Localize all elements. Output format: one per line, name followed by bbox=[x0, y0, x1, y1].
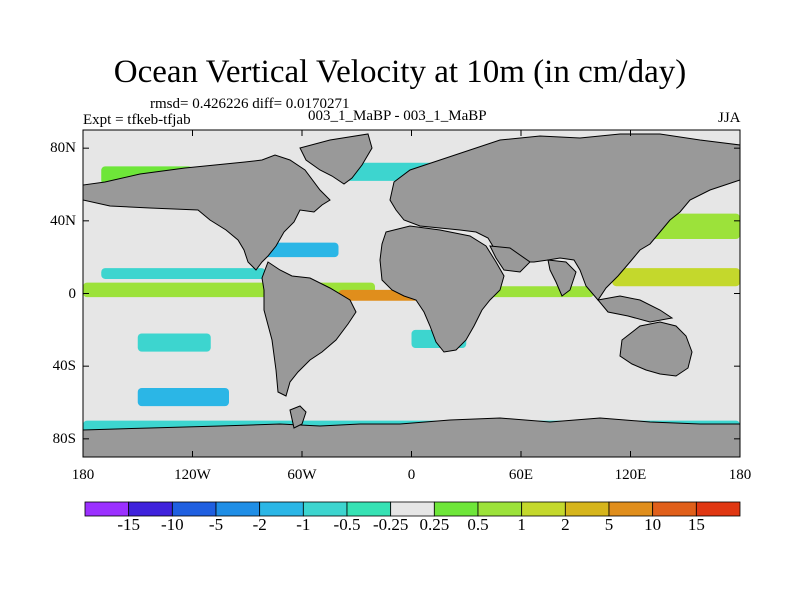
lat-tick-label: 80S bbox=[52, 430, 76, 447]
stats-line: rmsd= 0.426226 diff= 0.0170271 bbox=[150, 96, 350, 112]
colorbar-label: -10 bbox=[160, 515, 184, 534]
lon-tick-label: 180 bbox=[728, 467, 752, 483]
experiment-label: Expt = tfkeb-tfjab bbox=[83, 112, 191, 128]
land-greenland bbox=[299, 133, 373, 185]
colorbar bbox=[84, 501, 741, 517]
lon-tick-label: 60W bbox=[287, 467, 317, 483]
map-title: Ocean Vertical Velocity at 10m (in cm/da… bbox=[113, 54, 687, 90]
colorbar-swatch bbox=[346, 501, 392, 517]
land-eurasia bbox=[389, 133, 741, 301]
colorbar-swatch bbox=[84, 501, 130, 517]
comparison-label: 003_1_MaBP - 003_1_MaBP bbox=[308, 108, 487, 124]
lon-tick-label: 0 bbox=[407, 467, 416, 483]
axis-ticks bbox=[82, 130, 741, 457]
field-band bbox=[612, 268, 740, 287]
colorbar-swatch bbox=[433, 501, 479, 517]
lon-tick-label: 120E bbox=[614, 467, 647, 483]
colorbar-label: 15 bbox=[687, 515, 705, 534]
lon-tick-label: 120W bbox=[174, 467, 211, 483]
colorbar-label: -15 bbox=[117, 515, 140, 534]
land-south-america bbox=[261, 261, 357, 397]
colorbar-swatch bbox=[128, 501, 173, 517]
land-arabia-india bbox=[489, 245, 531, 273]
colorbar-swatch bbox=[171, 501, 217, 517]
colorbar-swatch bbox=[302, 501, 348, 517]
colorbar-label: 10 bbox=[644, 515, 662, 534]
land-mask bbox=[82, 133, 741, 458]
season-label: JJA bbox=[718, 110, 741, 126]
colorbar-swatch bbox=[652, 501, 697, 517]
lat-tick-label: 40N bbox=[50, 212, 76, 229]
colorbar-label: 1 bbox=[517, 515, 526, 534]
land-australia bbox=[619, 321, 693, 377]
lat-tick-label: 0 bbox=[68, 285, 77, 302]
field-band bbox=[137, 387, 229, 407]
colorbar-swatch bbox=[215, 501, 261, 517]
colorbar-label: -1 bbox=[296, 515, 311, 534]
land-india bbox=[547, 259, 577, 297]
land-africa bbox=[379, 225, 505, 353]
field-band bbox=[137, 333, 211, 352]
colorbar-swatch bbox=[564, 501, 610, 517]
colorbar-swatch bbox=[259, 501, 304, 517]
colorbar-label: 2 bbox=[561, 515, 570, 534]
lat-tick-label: 40S bbox=[52, 358, 76, 375]
field-band bbox=[101, 268, 266, 279]
lon-tick-label: 180 bbox=[71, 467, 95, 483]
colorbar-label: -0.25 bbox=[372, 515, 409, 534]
colorbar-label: 0.5 bbox=[467, 515, 489, 534]
land-indonesia bbox=[597, 295, 674, 323]
land-north-america bbox=[82, 154, 331, 271]
colorbar-swatch bbox=[608, 501, 654, 517]
lon-tick-label: 60E bbox=[508, 467, 534, 483]
colorbar-swatch bbox=[477, 501, 523, 517]
colorbar-swatch bbox=[695, 501, 741, 517]
colorbar-label: -2 bbox=[252, 515, 267, 534]
colorbar-label: 5 bbox=[604, 515, 614, 534]
lat-tick-label: 80N bbox=[50, 140, 76, 157]
colorbar-label: 0.25 bbox=[419, 515, 450, 534]
colorbar-label: -0.5 bbox=[333, 515, 361, 534]
land-antarctic-peninsula bbox=[289, 405, 307, 429]
colorbar-swatch bbox=[521, 501, 566, 517]
colorbar-swatch bbox=[390, 501, 435, 517]
colorbar-label: -5 bbox=[208, 515, 224, 534]
